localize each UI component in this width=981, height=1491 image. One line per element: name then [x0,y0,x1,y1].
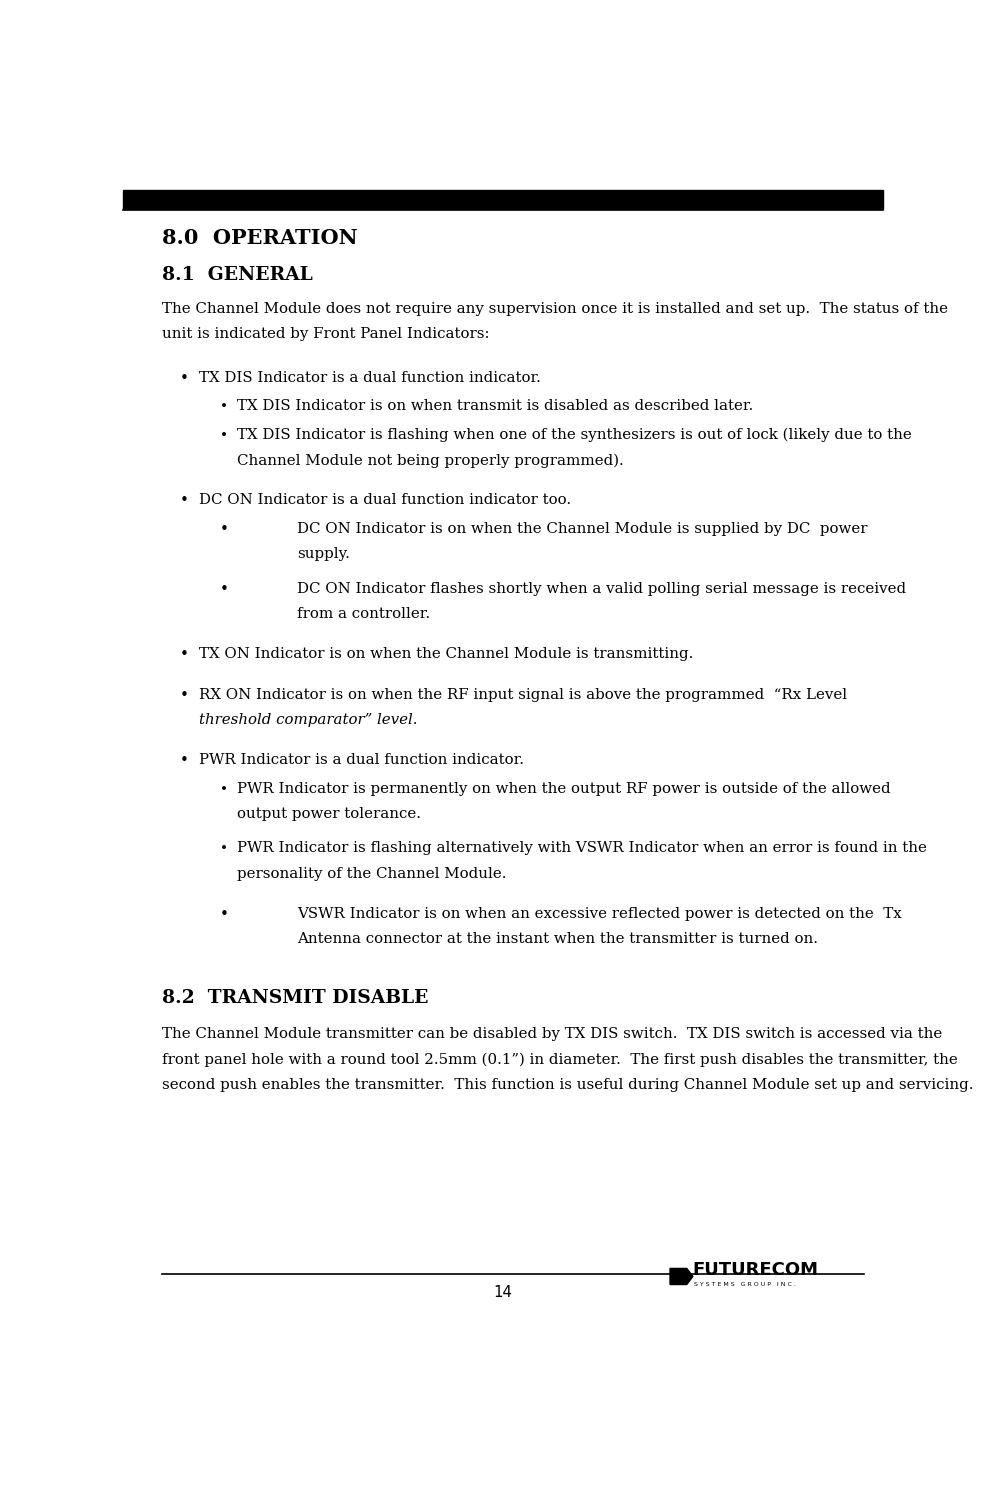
Text: 8.0  OPERATION: 8.0 OPERATION [162,228,358,249]
Text: •: • [220,781,228,796]
Text: 8.2  TRANSMIT DISABLE: 8.2 TRANSMIT DISABLE [162,990,429,1008]
Text: unit is indicated by Front Panel Indicators:: unit is indicated by Front Panel Indicat… [162,327,490,341]
Text: output power tolerance.: output power tolerance. [236,807,421,822]
Text: from a controller.: from a controller. [297,607,431,622]
Text: TX DIS Indicator is flashing when one of the synthesizers is out of lock (likely: TX DIS Indicator is flashing when one of… [236,428,911,443]
Text: •: • [220,522,229,537]
Text: •: • [180,494,188,508]
Text: •: • [220,428,228,441]
Text: second push enables the transmitter.  This function is useful during Channel Mod: second push enables the transmitter. Thi… [162,1078,974,1091]
Text: Antenna connector at the instant when the transmitter is turned on.: Antenna connector at the instant when th… [297,932,818,947]
Text: FUTURECOM: FUTURECOM [693,1260,819,1279]
Text: 8.1  GENERAL: 8.1 GENERAL [162,267,313,285]
FancyArrow shape [670,1269,693,1285]
Text: threshold comparator” level.: threshold comparator” level. [198,713,417,726]
Text: 8M074X02-01 Rev.0: 8M074X02-01 Rev.0 [733,189,864,203]
Text: supply.: supply. [297,547,350,562]
Text: TX ON Indicator is on when the Channel Module is transmitting.: TX ON Indicator is on when the Channel M… [198,647,693,662]
Text: •: • [220,400,228,413]
Text: personality of the Channel Module.: personality of the Channel Module. [236,866,506,881]
Text: •: • [220,581,229,596]
Text: The Channel Module does not require any supervision once it is installed and set: The Channel Module does not require any … [162,301,949,316]
Text: front panel hole with a round tool 2.5mm (0.1”) in diameter.  The first push dis: front panel hole with a round tool 2.5mm… [162,1053,957,1068]
Text: PWR Indicator is flashing alternatively with VSWR Indicator when an error is fou: PWR Indicator is flashing alternatively … [236,841,926,856]
Text: 14: 14 [493,1285,512,1300]
Text: DC ON Indicator flashes shortly when a valid polling serial message is received: DC ON Indicator flashes shortly when a v… [297,581,906,596]
Text: TX DIS Indicator is on when transmit is disabled as described later.: TX DIS Indicator is on when transmit is … [236,400,752,413]
Bar [123,191,883,209]
Text: Channel Module not being properly programmed).: Channel Module not being properly progra… [236,453,623,468]
Text: PWR Indicator is permanently on when the output RF power is outside of the allow: PWR Indicator is permanently on when the… [236,781,891,796]
Text: The Channel Module transmitter can be disabled by TX DIS switch.  TX DIS switch : The Channel Module transmitter can be di… [162,1027,943,1041]
Text: S Y S T E M S   G R O U P   I N C .: S Y S T E M S G R O U P I N C . [695,1282,797,1287]
Text: VSWR Indicator is on when an excessive reflected power is detected on the  Tx: VSWR Indicator is on when an excessive r… [297,907,903,921]
Text: •: • [220,841,228,856]
Text: DC ON Indicator is a dual function indicator too.: DC ON Indicator is a dual function indic… [198,494,571,507]
Text: RX ON Indicator is on when the RF input signal is above the programmed  “Rx Leve: RX ON Indicator is on when the RF input … [198,687,847,701]
Text: TX DIS Indicator is a dual function indicator.: TX DIS Indicator is a dual function indi… [198,371,541,385]
Text: DC ON Indicator is on when the Channel Module is supplied by DC  power: DC ON Indicator is on when the Channel M… [297,522,868,537]
Text: PWR Indicator is a dual function indicator.: PWR Indicator is a dual function indicat… [198,753,524,766]
Text: •: • [180,753,188,768]
Text: •: • [180,647,188,662]
Text: •: • [180,371,188,386]
Text: •: • [220,907,229,921]
Text: •: • [180,687,188,702]
